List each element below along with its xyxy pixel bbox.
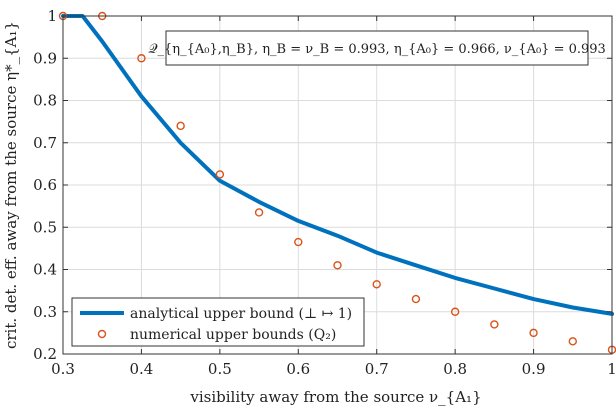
y-tick-label: 0.4: [33, 261, 57, 279]
data-point-numerical: [529, 328, 538, 338]
data-point-numerical: [137, 54, 146, 63]
data-point-numerical: [450, 307, 460, 316]
data-point-numerical: [294, 237, 303, 247]
plot-frame: [62, 15, 613, 355]
x-tick-label: 0.8: [443, 360, 467, 378]
y-tick-label: 0.3: [33, 303, 57, 321]
y-tick-label: 0.5: [33, 218, 57, 236]
data-point-numerical: [215, 170, 225, 179]
y-tick-label: 1: [47, 7, 57, 25]
series-line-analytical: [61, 14, 614, 316]
x-tick-label: 0.4: [129, 360, 153, 378]
data-point-numerical: [176, 121, 185, 131]
y-tick-label: 0.2: [33, 345, 57, 363]
legend-circle-marker: [97, 329, 107, 339]
x-tick-label: 0.5: [208, 360, 232, 378]
x-tick-label: 0.3: [51, 360, 75, 378]
y-tick-label: 0.7: [33, 134, 57, 152]
x-tick-label: 0.7: [365, 360, 389, 378]
data-point-numerical: [568, 337, 577, 346]
data-point-numerical: [254, 208, 264, 217]
x-axis-label: visibility away from the source ν_{A₁}: [189, 388, 481, 406]
annotation-text: 𝒬_{η_{A₀},η_B}, η_B = ν_B = 0.993, η_{A₀…: [148, 42, 606, 57]
data-point-numerical: [372, 280, 381, 289]
legend-frame: [71, 297, 365, 347]
x-tick-label: 0.9: [522, 360, 546, 378]
annotation-box: 𝒬_{η_{A₀},η_B}, η_B = ν_B = 0.993, η_{A₀…: [148, 30, 606, 66]
y-tick-label: 0.9: [33, 49, 57, 67]
y-tick-label: 0.6: [33, 176, 57, 194]
legend-label-analytical: analytical upper bound (⊥ ↦ 1): [130, 306, 352, 322]
legend: analytical upper bound (⊥ ↦ 1) numerical…: [71, 297, 365, 347]
x-tick-label: 1: [607, 360, 616, 378]
data-point-numerical: [333, 261, 342, 270]
data-point-numerical: [490, 320, 499, 329]
axes: 0.3 0.4 0.5 0.6 0.7 0.8 0.9 10.20.30.40.50.60.7…: [33, 7, 616, 378]
y-tick-label: 0.8: [33, 92, 57, 110]
x-tick-label: 0.6: [286, 360, 310, 378]
data-point-numerical: [411, 294, 421, 304]
annotation-frame: [165, 30, 589, 66]
y-axis-label: crit. det. eff. away from the source η*_…: [2, 21, 20, 349]
legend-label-numerical: numerical upper bounds (Q₂): [130, 327, 336, 343]
